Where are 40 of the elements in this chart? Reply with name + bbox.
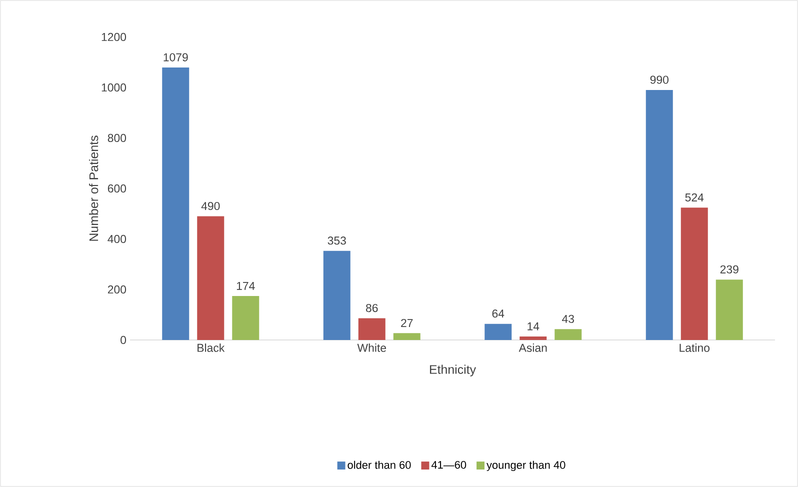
bar [554, 329, 582, 340]
data-label: 14 [528, 322, 540, 330]
bar [646, 90, 673, 340]
data-label: 43 [562, 314, 574, 323]
bar [197, 216, 224, 340]
bar [680, 208, 708, 340]
legend-label: 41—60 [431, 460, 466, 469]
y-axis-title: Number of Patients [89, 136, 98, 241]
y-tick-label: 0 [120, 336, 126, 344]
data-label: 27 [401, 318, 413, 327]
data-label: 174 [236, 282, 255, 290]
bar [484, 324, 512, 340]
x-tick-label: Asian [518, 344, 547, 352]
y-tick-label: 1200 [102, 32, 126, 42]
bar [393, 333, 420, 340]
legend-label: younger than 40 [486, 460, 566, 472]
data-label: 353 [328, 236, 346, 245]
y-tick-label: 200 [108, 285, 126, 294]
x-tick-label: Black [198, 344, 225, 352]
data-label: 490 [201, 202, 220, 210]
y-tick-label: 600 [108, 184, 126, 193]
bar [358, 318, 386, 340]
data-label: 524 [685, 193, 704, 202]
y-tick-label: 800 [108, 134, 126, 142]
data-label: 990 [650, 76, 668, 84]
y-tick-label: 1000 [102, 83, 126, 92]
data-label: 239 [720, 265, 738, 274]
y-tick-label: 400 [108, 234, 126, 244]
x-tick-label: Latino [680, 344, 710, 352]
bar [232, 296, 260, 340]
x-tick-label: White [357, 344, 386, 352]
bar [716, 280, 743, 340]
legend-label: older than 60 [348, 460, 411, 469]
x-axis-title: Ethnicity [430, 364, 476, 376]
bar [323, 250, 350, 340]
bar [520, 336, 547, 340]
data-label: 1079 [164, 53, 188, 62]
data-label: 86 [366, 304, 378, 312]
bar [162, 68, 190, 340]
data-label: 64 [492, 310, 504, 318]
